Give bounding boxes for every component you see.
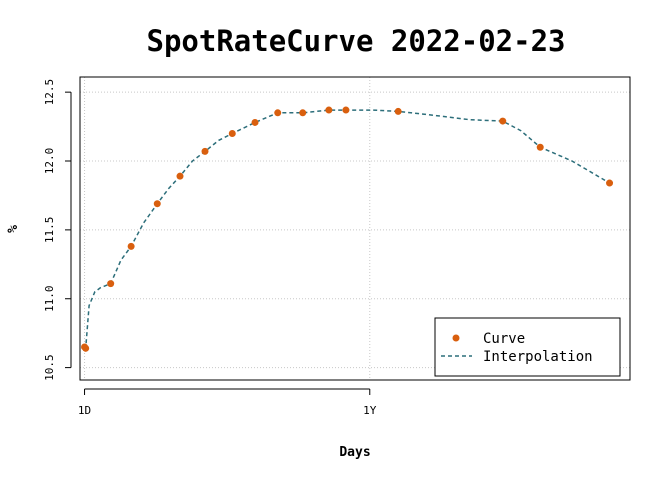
grid-lines [80,77,630,380]
curve-point [228,129,236,137]
legend-curve-marker [452,334,460,342]
curve-point [274,109,282,117]
interpolation-line [83,109,610,351]
plot-frame [79,76,631,381]
curve-point [499,117,507,125]
legend-curve-label: Curve [483,331,525,347]
curve-point [201,147,209,155]
curve-point [536,143,544,151]
x-axis-label: Days [339,445,370,460]
x-axis: 1D 1Y [78,388,377,417]
legend: Curve Interpolation [434,317,621,377]
curve-point [606,179,614,187]
curve-point [176,172,184,180]
y-tick-label-4: 12.5 [43,79,56,106]
curve-points-layer [81,106,614,352]
y-tick-label-2: 11.5 [43,217,56,244]
y-tick-label-1: 11.0 [43,285,56,312]
curve-point [82,344,90,352]
x-tick-label-0: 1D [78,404,91,417]
legend-box [434,317,621,377]
curve-point [251,118,259,126]
y-axis: 10.5 11.0 11.5 12.0 12.5 [43,79,72,381]
curve-point [299,109,307,117]
legend-interpolation-label: Interpolation [483,349,593,365]
x-tick-label-1: 1Y [363,404,377,417]
chart-title: SpotRateCurve 2022-02-23 [146,24,565,58]
y-axis-label: % [6,225,21,233]
curve-point [325,106,333,114]
curve-point [342,106,350,114]
y-tick-label-3: 12.0 [43,148,56,175]
y-tick-label-0: 10.5 [43,354,56,381]
curve-point [127,242,135,250]
curve-point [394,107,402,115]
curve-point [107,280,115,288]
curve-point [153,200,161,208]
interpolation-layer [83,109,610,351]
